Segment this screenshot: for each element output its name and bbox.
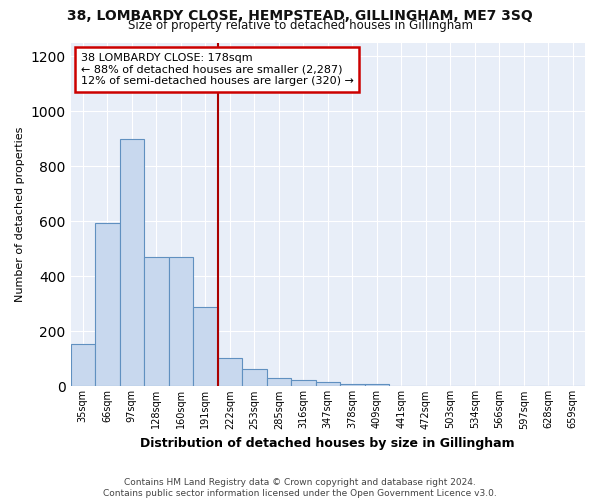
Text: Contains HM Land Registry data © Crown copyright and database right 2024.
Contai: Contains HM Land Registry data © Crown c… [103, 478, 497, 498]
Bar [119, 139, 144, 386]
Bar [316, 382, 340, 386]
Text: 38 LOMBARDY CLOSE: 178sqm
← 88% of detached houses are smaller (2,287)
12% of se: 38 LOMBARDY CLOSE: 178sqm ← 88% of detac… [81, 53, 354, 86]
Bar [218, 358, 242, 386]
Y-axis label: Number of detached properties: Number of detached properties [15, 127, 25, 302]
Bar [193, 306, 218, 386]
Bar [144, 257, 169, 386]
Bar [291, 380, 316, 386]
Bar [169, 257, 193, 386]
Bar [242, 368, 266, 386]
Bar [95, 222, 119, 386]
Bar [71, 344, 95, 386]
Text: 38, LOMBARDY CLOSE, HEMPSTEAD, GILLINGHAM, ME7 3SQ: 38, LOMBARDY CLOSE, HEMPSTEAD, GILLINGHA… [67, 9, 533, 23]
Text: Size of property relative to detached houses in Gillingham: Size of property relative to detached ho… [128, 19, 473, 32]
Bar [266, 378, 291, 386]
X-axis label: Distribution of detached houses by size in Gillingham: Distribution of detached houses by size … [140, 437, 515, 450]
Bar [365, 384, 389, 386]
Bar [340, 384, 365, 386]
